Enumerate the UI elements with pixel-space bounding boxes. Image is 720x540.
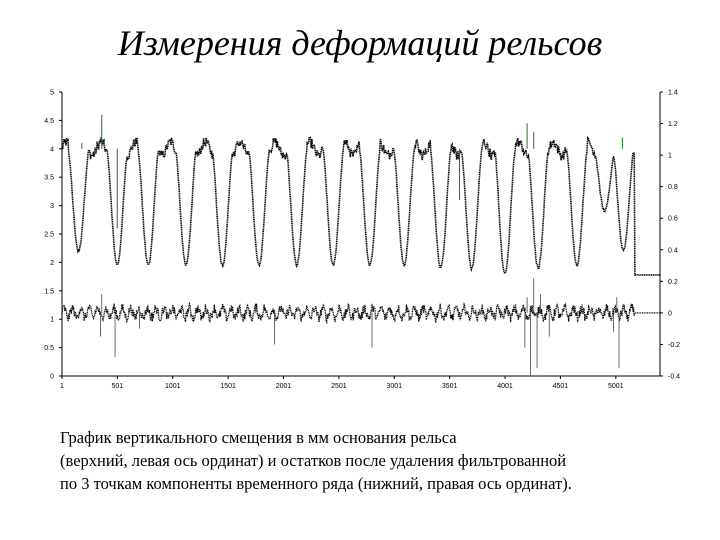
y-right-tick-label: 1.4	[668, 90, 678, 97]
page-title: Измерения деформаций рельсов	[117, 23, 603, 63]
y-right-tick-label: -0.2	[668, 342, 680, 349]
caption-line-2: (верхний, левая ось ординат) и остатков …	[60, 451, 567, 470]
x-tick-labels: 1 501 1001 1501 2001 2501 3001 3501 4001 4501 5001	[60, 376, 624, 390]
y-right-tick-label: 0.8	[668, 184, 678, 191]
y-right-tick-labels: -0.4 -0.2 0 0.2 0.4 0.6 0.8 1 1.2 1.4	[660, 90, 680, 381]
caption-line-3: по 3 точкам компоненты временного ряда (…	[60, 474, 572, 493]
x-tick-label: 3501	[442, 383, 458, 390]
series-lower	[61, 278, 660, 376]
y-left-tick-labels: 0 0.5 1 1.5 2 2.5 3 3.5 4 4.5 5	[44, 90, 62, 381]
y-right-tick-label: 0.6	[668, 216, 678, 223]
y-left-tick-label: 1	[50, 317, 54, 324]
x-tick-label: 3001	[386, 383, 402, 390]
figure-caption: График вертикального смещения в мм основ…	[60, 426, 710, 495]
y-left-tick-label: 4	[50, 146, 54, 153]
x-tick-label: 5001	[608, 383, 624, 390]
y-left-tick-label: 4.5	[44, 118, 54, 125]
chart: 0 0.5 1 1.5 2 2.5 3 3.5 4 4.5 5 -0.4 -0.2 0 0.2 0.4 0.6…	[44, 90, 680, 391]
y-right-tick-label: 0.2	[668, 279, 678, 286]
x-tick-label: 501	[112, 383, 124, 390]
x-tick-label: 2001	[276, 383, 292, 390]
x-tick-label: 1001	[165, 383, 181, 390]
y-left-tick-label: 3.5	[44, 175, 54, 182]
lower-series-line	[61, 301, 660, 325]
y-left-tick-label: 2	[50, 260, 54, 267]
y-right-tick-label: 0.4	[668, 247, 678, 254]
y-right-tick-label: 1.2	[668, 121, 678, 128]
caption-line-1: График вертикального смещения в мм основ…	[60, 428, 457, 447]
y-left-tick-label: 1.5	[44, 288, 54, 295]
y-right-tick-label: 0	[668, 310, 672, 317]
y-right-tick-label: -0.4	[668, 374, 680, 381]
x-tick-label: 1	[60, 383, 64, 390]
x-tick-label: 4501	[553, 383, 569, 390]
y-left-tick-label: 5	[50, 90, 54, 97]
series-upper	[61, 114, 660, 276]
x-tick-label: 1501	[220, 383, 236, 390]
x-tick-label: 2501	[331, 383, 347, 390]
y-left-tick-label: 2.5	[44, 232, 54, 239]
y-left-tick-label: 3	[50, 203, 54, 210]
y-left-tick-label: 0	[50, 374, 54, 381]
upper-series-line	[61, 136, 660, 276]
y-right-tick-label: 1	[668, 153, 672, 160]
y-left-tick-label: 0.5	[44, 345, 54, 352]
x-tick-label: 4001	[497, 383, 513, 390]
